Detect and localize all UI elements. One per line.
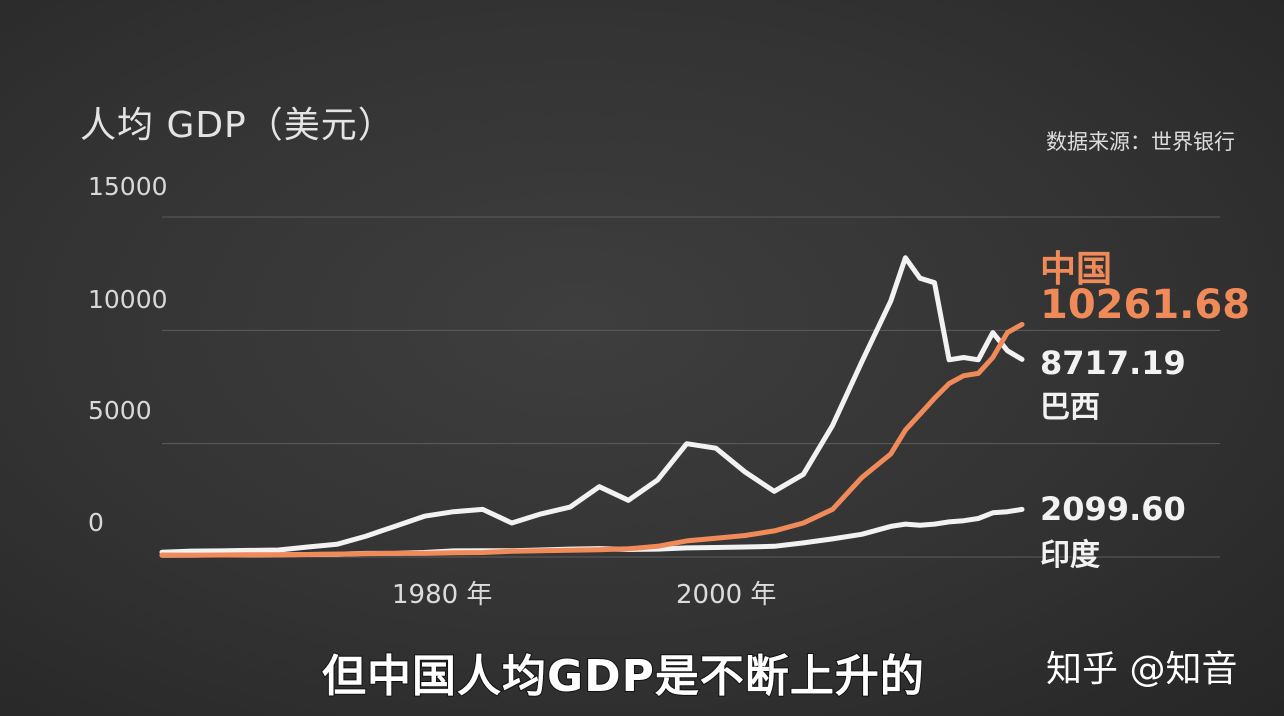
data-source: 数据来源：世界银行 — [1046, 130, 1235, 154]
brazil-end-value: 8717.19 — [1040, 344, 1186, 382]
india-end-value: 2099.60 — [1040, 490, 1186, 528]
subtitle-caption: 但中国人均GDP是不断上升的 — [321, 650, 925, 703]
chart-title: 人均 GDP（美元） — [80, 105, 395, 146]
china-end-value: 10261.68 — [1040, 282, 1251, 328]
china-series-name: 中国 — [1040, 249, 1113, 290]
watermark: 知乎 @知音 — [1045, 649, 1238, 691]
y-tick-10000: 10000 — [88, 285, 168, 314]
x-tick-2000: 2000 年 — [676, 580, 777, 610]
india-series-name: 印度 — [1040, 538, 1100, 573]
x-tick-1980: 1980 年 — [392, 580, 493, 610]
y-tick-15000: 15000 — [88, 172, 168, 201]
y-tick-0: 0 — [88, 508, 104, 537]
brazil-series-name: 巴西 — [1040, 390, 1100, 425]
series-line-0 — [159, 321, 1025, 558]
y-tick-5000: 5000 — [88, 396, 152, 425]
series-line-1 — [159, 255, 1025, 555]
